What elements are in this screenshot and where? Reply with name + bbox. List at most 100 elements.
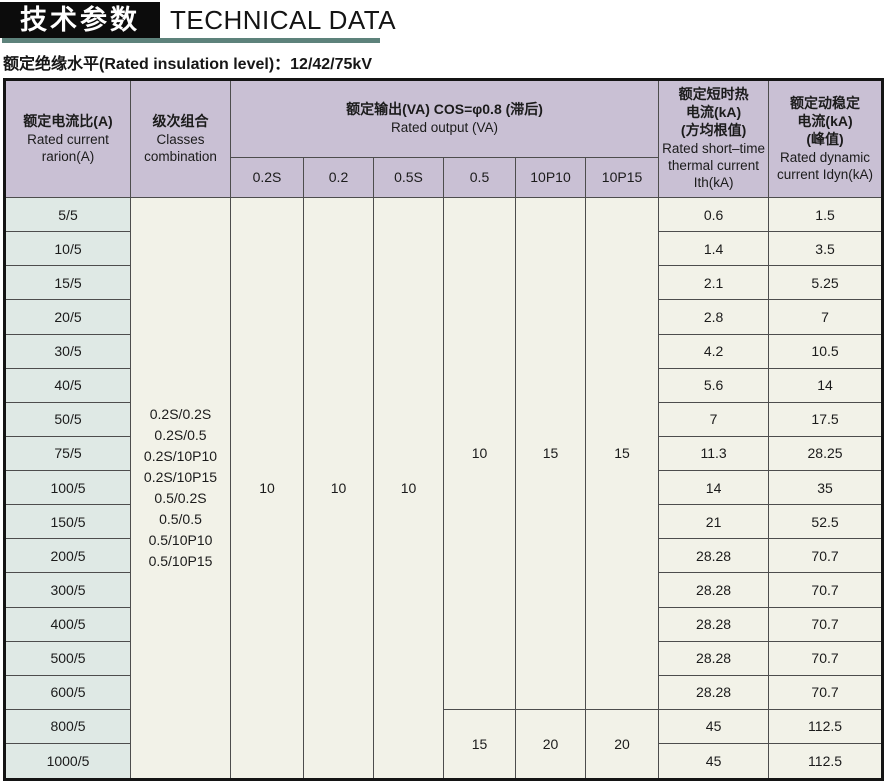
ratio-cell: 100/5 [4,469,131,506]
header-text-line: thermal current [668,158,759,174]
idyn-cell: 10.5 [768,333,883,369]
idyn-cell: 70.7 [768,640,883,676]
ratio-cell: 200/5 [4,538,131,574]
ratio-cell: 300/5 [4,572,131,608]
table-row: 400/5 28.28 70.7 [4,606,883,642]
ith-cell: 45 [658,743,770,780]
ith-cell: 21 [658,504,770,540]
ith-cell: 14 [658,469,770,506]
idyn-cell: 70.7 [768,538,883,574]
ratio-cell: 15/5 [4,265,131,301]
classes-combination-line: 0.2S/0.5 [154,427,207,443]
classes-combination-line: 0.5/10P10 [148,532,213,548]
table-row: 300/5 28.28 70.7 [4,572,883,608]
header-text-line: (方均根值) [680,122,747,139]
idyn-cell: 70.7 [768,674,883,710]
ith-cell: 2.8 [658,299,770,335]
table-row: 150/5 21 52.5 [4,504,883,540]
header-text-line: Rated short–time [662,140,765,156]
idyn-cell: 1.5 [768,196,883,233]
idyn-cell: 5.25 [768,265,883,301]
idyn-cell: 28.25 [768,435,883,472]
header-text-line: 级次组合 [152,112,209,129]
output-cell-fullspan-1: 10 [303,197,374,780]
table-row: 1000/5 45 112.5 [4,743,883,780]
header-text-line: 额定短时热 [678,86,749,103]
ratio-cell: 75/5 [4,435,131,472]
subcol-10p10: 10P10 [515,157,586,198]
header-text-line: Rated dynamic [780,149,871,165]
header-row-2: 0.2S 0.2 0.5S 0.5 10P10 10P15 [5,157,883,198]
output-cell-group-a-0: 10 [443,197,516,710]
header-text-line: Ith(kA) [693,175,734,191]
output-cell-group-b-2: 20 [584,708,660,781]
output-cell-group-b-0: 15 [443,708,516,781]
ratio-cell: 50/5 [4,401,131,437]
table-row: 600/5 28.28 70.7 [4,674,883,710]
idyn-cell: 17.5 [768,401,883,437]
subcol-0-2: 0.2 [303,157,374,198]
header-text-line: combination [144,148,217,164]
header-rated-dynamic-current: 额定动稳定 电流(kA) (峰值) Rated dynamic current Idyn… [768,79,883,198]
idyn-cell: 35 [768,469,883,506]
header-row-1: 额定电流比(A) Rated current rarion(A) 级次组合 Class… [4,79,883,198]
ith-cell: 5.6 [658,367,770,403]
header-text-line: Classes [156,131,205,147]
subcol-0-5s: 0.5S [373,157,444,198]
rated-insulation-level-line: 额定绝缘水平(Rated insulation level)：12/42/75k… [3,56,372,73]
header-text-line: 额定电流比(A) [23,112,113,129]
page-title-en: TECHNICAL DATA [170,5,397,35]
output-cell-group-b-1: 20 [515,708,586,781]
ratio-cell: 1000/5 [4,743,131,780]
idyn-cell: 14 [768,367,883,403]
classes-combination-line: 0.2S/10P15 [143,469,218,485]
ratio-cell: 800/5 [4,708,131,745]
ratio-cell: 40/5 [4,367,131,403]
classes-combination-cell: 0.2S/0.2S 0.2S/0.5 0.2S/10P10 0.2S/10P15 0.5… [130,197,231,780]
table-row: 500/5 28.28 70.7 [4,640,883,676]
header-text-line: 电流(kA) [685,104,742,121]
table-row: 30/5 4.2 10.5 [4,333,883,369]
idyn-cell: 52.5 [768,504,883,540]
ith-cell: 28.28 [658,538,770,574]
header-text-line: Rated output (VA) [391,120,499,136]
ratio-cell: 5/5 [4,196,131,233]
technical-data-table: 额定电流比(A) Rated current rarion(A) 级次组合 Class… [3,78,884,781]
header-text-line: rarion(A) [41,148,95,164]
ratio-cell: 150/5 [4,504,131,540]
ith-cell: 28.28 [658,572,770,608]
header-rated-output: 额定输出(VA) COS=φ0.8 (滞后) Rated output (VA) [229,79,660,158]
ratio-cell: 600/5 [4,674,131,710]
table-row: 5/5 0.2S/0.2S 0.2S/0.5 0.2S/10P10 0.2S/10P15… [4,196,883,780]
header-text-line: 额定输出(VA) COS=φ0.8 (滞后) [346,101,543,118]
ratio-cell: 10/5 [4,231,131,267]
table-row: 15/5 2.1 5.25 [4,265,883,301]
ith-cell: 11.3 [658,435,770,472]
ith-cell: 1.4 [658,231,770,267]
ratio-cell: 400/5 [4,606,131,642]
header-text-line: 电流(kA) [797,112,853,129]
header-classes-combination: 级次组合 Classes combination [130,79,231,198]
ith-cell: 4.2 [658,333,770,369]
ith-cell: 7 [658,401,770,437]
idyn-cell: 112.5 [768,708,883,745]
table-body: 5/5 0.2S/0.2S 0.2S/0.5 0.2S/10P10 0.2S/10P15… [4,196,883,781]
classes-combination-line: 0.5/0.5 [159,511,202,527]
classes-combination-line: 0.5/0.2S [154,490,207,506]
header-rated-current-ratio: 额定电流比(A) Rated current rarion(A) [4,79,131,198]
classes-combination-line: 0.2S/0.2S [149,406,212,422]
page-title-zh: 技术参数 [0,2,160,38]
table-row: 10/5 1.4 3.5 [4,231,883,267]
ith-cell: 45 [658,708,770,745]
output-cell-fullspan-0: 10 [230,197,304,780]
table-row: 75/5 11.3 28.25 [4,435,883,472]
classes-combination-line: 0.5/10P15 [148,553,213,569]
output-cell-fullspan-2: 10 [373,197,444,780]
table-row: 200/5 28.28 70.7 [4,538,883,574]
idyn-cell: 112.5 [768,743,883,780]
table-row: 20/5 2.8 7 [4,299,883,335]
title-accent-underline [2,38,380,43]
table-row: 50/5 7 17.5 [4,401,883,437]
header-text-line: 额定动稳定 [790,94,861,111]
